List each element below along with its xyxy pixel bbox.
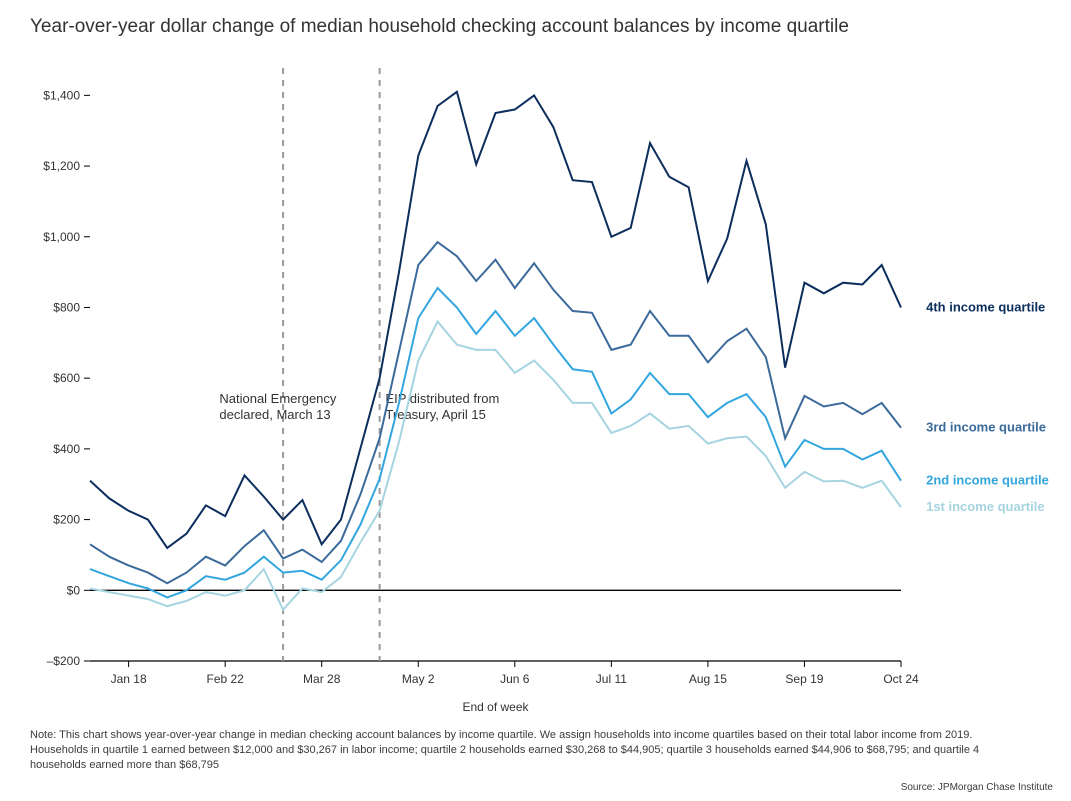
x-tick-label: Aug 15 bbox=[689, 672, 727, 686]
series-q3 bbox=[90, 242, 901, 583]
legend-q1: 1st income quartile bbox=[926, 499, 1044, 514]
x-tick-label: Feb 22 bbox=[206, 672, 244, 686]
x-axis-label: End of week bbox=[462, 700, 529, 714]
x-tick-label: Jun 6 bbox=[500, 672, 530, 686]
line-chart: –$200 $0 $200 $400 $600 $800 $1,000 $1,200 $1,40… bbox=[0, 0, 1071, 801]
y-tick-label: $1,200 bbox=[43, 159, 80, 173]
y-tick-label: –$200 bbox=[47, 654, 81, 668]
y-tick-label: $200 bbox=[53, 513, 80, 527]
source-attribution: Source: JPMorgan Chase Institute bbox=[901, 782, 1053, 793]
x-tick-label: May 2 bbox=[402, 672, 435, 686]
legend-q3: 3rd income quartile bbox=[926, 420, 1046, 435]
footnote: Note: This chart shows year-over-year ch… bbox=[30, 728, 1031, 773]
series-q2 bbox=[90, 288, 901, 597]
annotation-text-eip: Treasury, April 15 bbox=[385, 407, 485, 422]
annotation-text-nat-emergency: National Emergency bbox=[219, 391, 337, 406]
chart-title: Year-over-year dollar change of median h… bbox=[30, 16, 849, 38]
y-tick-label: $1,400 bbox=[43, 88, 80, 102]
y-tick-label: $400 bbox=[53, 442, 80, 456]
y-tick-label: $800 bbox=[53, 300, 80, 314]
page-root: Year-over-year dollar change of median h… bbox=[0, 0, 1071, 801]
x-tick-label: Jul 11 bbox=[596, 672, 627, 686]
y-tick-label: $1,000 bbox=[43, 230, 80, 244]
x-tick-label: Mar 28 bbox=[303, 672, 341, 686]
legend-q2: 2nd income quartile bbox=[926, 473, 1049, 488]
annotation-text-nat-emergency: declared, March 13 bbox=[219, 407, 330, 422]
x-tick-label: Sep 19 bbox=[785, 672, 823, 686]
annotation-text-eip: EIP distributed from bbox=[385, 391, 499, 406]
x-tick-label: Oct 24 bbox=[883, 672, 919, 686]
series-q1 bbox=[90, 322, 901, 610]
x-tick-label: Jan 18 bbox=[111, 672, 147, 686]
y-tick-label: $0 bbox=[67, 583, 81, 597]
legend-q4: 4th income quartile bbox=[926, 299, 1045, 314]
y-tick-label: $600 bbox=[53, 371, 80, 385]
